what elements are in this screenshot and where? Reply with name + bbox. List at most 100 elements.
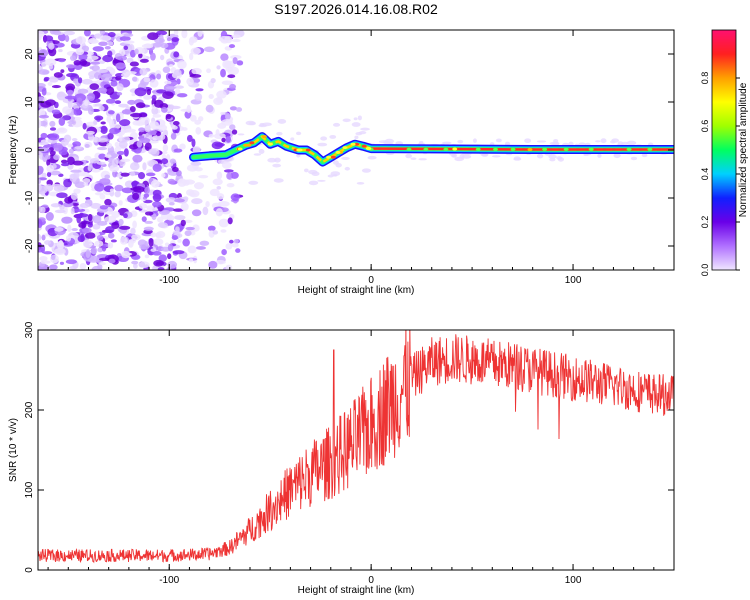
noise-blob (175, 226, 180, 233)
noise-blob (277, 119, 287, 124)
noise-blob (76, 213, 89, 218)
noise-blob (174, 85, 184, 89)
noise-blob (248, 180, 259, 185)
track-speck (423, 147, 429, 151)
noise-blob (442, 141, 452, 145)
noise-blob (115, 62, 126, 70)
noise-blob (61, 162, 70, 167)
noise-blob (189, 73, 202, 78)
noise-blob (119, 36, 131, 42)
noise-blob (630, 156, 638, 161)
spectrogram-track (189, 132, 674, 167)
y-tick-label: 100 (24, 481, 35, 498)
noise-blob (104, 215, 117, 223)
noise-blob (82, 177, 91, 184)
noise-blob (150, 248, 156, 252)
y-tick-label: 0 (24, 147, 35, 153)
noise-blob (118, 103, 129, 108)
noise-blob (152, 201, 162, 208)
noise-blob (141, 216, 147, 222)
noise-blob (237, 133, 245, 136)
noise-blob (230, 193, 240, 201)
noise-blob (332, 122, 341, 127)
noise-blob (193, 182, 205, 190)
track-blob (243, 143, 249, 147)
noise-blob (457, 139, 464, 144)
noise-blob (38, 165, 44, 174)
noise-blob (118, 200, 123, 206)
noise-blob (230, 55, 242, 60)
noise-blob (122, 40, 135, 44)
noise-blob (109, 164, 120, 173)
noise-blob (189, 114, 197, 122)
noise-blob (111, 211, 120, 218)
noise-blob (114, 141, 120, 148)
noise-blob (70, 169, 82, 173)
noise-blob (120, 73, 130, 77)
noise-blob (176, 170, 182, 177)
noise-blob (216, 186, 222, 190)
y-tick-label: 10 (24, 96, 35, 108)
noise-blob (320, 136, 328, 141)
noise-blob (161, 158, 169, 165)
noise-blob (162, 91, 174, 99)
noise-blob (81, 171, 90, 177)
noise-blob (231, 34, 241, 39)
noise-blob (329, 134, 337, 139)
track-speck (475, 147, 481, 151)
colorbar-tick-label: 0.4 (700, 168, 710, 181)
chart-title: S197.2026.014.16.08.R02 (274, 1, 438, 17)
noise-blob (43, 78, 49, 82)
noise-blob (75, 48, 85, 56)
noise-blob (106, 142, 113, 149)
noise-blob (130, 187, 142, 191)
noise-blob (64, 35, 70, 42)
noise-blob (152, 251, 162, 256)
x-tick-label: -100 (159, 575, 179, 586)
noise-blob (491, 155, 501, 158)
noise-blob (71, 138, 78, 142)
noise-blob (48, 42, 55, 50)
noise-blob (536, 140, 547, 143)
noise-blob (83, 30, 91, 37)
noise-blob (173, 69, 182, 77)
track-blob (267, 142, 273, 146)
noise-blob (90, 202, 102, 209)
track-blob (350, 142, 356, 146)
noise-blob (38, 30, 45, 38)
colorbar-ticks: 0.0 0.2 0.4 0.6 0.8 (700, 72, 740, 276)
noise-blob (152, 163, 162, 172)
noise-blob (65, 259, 77, 265)
noise-blob (168, 64, 174, 68)
noise-blob (143, 77, 151, 83)
noise-blob (613, 153, 621, 159)
noise-blob (97, 221, 108, 226)
noise-blob (157, 216, 164, 223)
noise-blob (94, 183, 105, 192)
track-blob (249, 141, 255, 145)
noise-blob (130, 227, 136, 235)
noise-blob (99, 205, 109, 210)
noise-blob (181, 127, 188, 131)
noise-blob (45, 99, 56, 106)
noise-blob (67, 224, 72, 233)
snr-series (38, 330, 674, 564)
noise-blob (221, 161, 232, 169)
noise-blob (97, 146, 108, 151)
noise-blob (115, 113, 121, 123)
noise-blob (206, 68, 211, 74)
noise-blob (212, 230, 219, 235)
noise-blob (182, 238, 190, 247)
track-blob (342, 146, 348, 150)
noise-blob (38, 69, 50, 75)
noise-blob (38, 178, 41, 185)
noise-blob (641, 153, 648, 158)
noise-blob (49, 264, 58, 270)
noise-blob (82, 239, 93, 249)
noise-blob (205, 104, 214, 113)
track-core (371, 147, 674, 151)
noise-blob (40, 260, 51, 264)
noise-blob (68, 148, 74, 154)
noise-blob (93, 136, 99, 143)
